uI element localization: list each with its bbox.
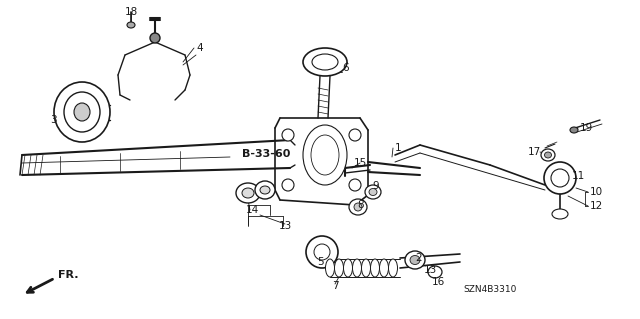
Ellipse shape bbox=[54, 82, 110, 142]
Text: 8: 8 bbox=[357, 200, 364, 210]
Ellipse shape bbox=[354, 203, 362, 211]
Text: 14: 14 bbox=[245, 205, 259, 215]
Text: 13: 13 bbox=[424, 265, 436, 275]
Text: 11: 11 bbox=[572, 171, 585, 181]
Ellipse shape bbox=[236, 183, 260, 203]
Ellipse shape bbox=[545, 152, 552, 158]
Text: 19: 19 bbox=[580, 123, 593, 133]
Ellipse shape bbox=[405, 251, 425, 269]
Ellipse shape bbox=[260, 186, 270, 194]
Ellipse shape bbox=[369, 189, 377, 196]
Text: 18: 18 bbox=[124, 7, 138, 17]
Ellipse shape bbox=[282, 179, 294, 191]
Ellipse shape bbox=[388, 259, 397, 277]
Ellipse shape bbox=[64, 92, 100, 132]
Text: 9: 9 bbox=[372, 181, 379, 191]
Ellipse shape bbox=[326, 259, 335, 277]
Text: 17: 17 bbox=[528, 147, 541, 157]
Ellipse shape bbox=[242, 188, 254, 198]
Ellipse shape bbox=[552, 209, 568, 219]
Ellipse shape bbox=[380, 259, 388, 277]
Ellipse shape bbox=[428, 266, 442, 278]
Ellipse shape bbox=[314, 244, 330, 260]
Ellipse shape bbox=[127, 22, 135, 28]
Ellipse shape bbox=[362, 259, 371, 277]
Ellipse shape bbox=[544, 162, 576, 194]
Text: B-33-60: B-33-60 bbox=[242, 149, 291, 159]
Text: 6: 6 bbox=[342, 63, 349, 73]
Text: FR.: FR. bbox=[58, 270, 79, 280]
Ellipse shape bbox=[349, 199, 367, 215]
Text: 12: 12 bbox=[590, 201, 604, 211]
Ellipse shape bbox=[306, 236, 338, 268]
Text: 1: 1 bbox=[395, 143, 402, 153]
Ellipse shape bbox=[312, 54, 338, 70]
Ellipse shape bbox=[303, 125, 347, 185]
Text: 15: 15 bbox=[353, 158, 367, 168]
Text: 4: 4 bbox=[196, 43, 203, 53]
Text: 2: 2 bbox=[415, 253, 422, 263]
Ellipse shape bbox=[255, 181, 275, 199]
Text: SZN4B3310: SZN4B3310 bbox=[463, 286, 516, 294]
Ellipse shape bbox=[365, 185, 381, 199]
Ellipse shape bbox=[349, 129, 361, 141]
Ellipse shape bbox=[353, 259, 362, 277]
Text: 5: 5 bbox=[317, 257, 323, 267]
Ellipse shape bbox=[74, 103, 90, 121]
Ellipse shape bbox=[282, 129, 294, 141]
Text: 16: 16 bbox=[432, 277, 445, 287]
Ellipse shape bbox=[570, 127, 578, 133]
Text: 10: 10 bbox=[590, 187, 603, 197]
Ellipse shape bbox=[371, 259, 380, 277]
Ellipse shape bbox=[551, 169, 569, 187]
Text: 7: 7 bbox=[332, 281, 339, 291]
Text: 3: 3 bbox=[51, 115, 57, 125]
Ellipse shape bbox=[150, 33, 160, 43]
Ellipse shape bbox=[311, 135, 339, 175]
Text: 13: 13 bbox=[278, 221, 292, 231]
Ellipse shape bbox=[541, 149, 555, 161]
Ellipse shape bbox=[410, 256, 420, 264]
Ellipse shape bbox=[344, 259, 353, 277]
Ellipse shape bbox=[335, 259, 344, 277]
Ellipse shape bbox=[303, 48, 347, 76]
Ellipse shape bbox=[349, 179, 361, 191]
